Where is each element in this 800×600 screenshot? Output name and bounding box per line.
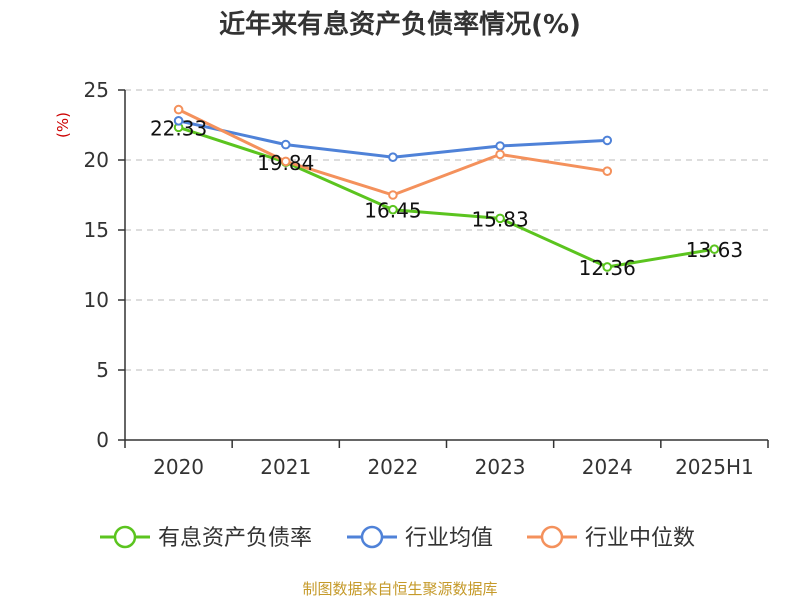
data-label: 13.63 xyxy=(686,238,743,262)
legend-label: 行业均值 xyxy=(405,526,493,551)
x-tick-label: 2021 xyxy=(260,455,311,479)
x-tick-label: 2025H1 xyxy=(675,455,754,479)
data-point-0 xyxy=(388,204,398,215)
legend-label: 行业中位数 xyxy=(585,526,695,551)
series-line-1 xyxy=(178,119,608,159)
data-point-1 xyxy=(602,135,613,146)
data-point-2 xyxy=(280,156,291,167)
data-label: 22.33 xyxy=(150,116,207,140)
data-point-1 xyxy=(280,139,291,150)
y-tick-label: 20 xyxy=(84,148,109,172)
y-tick-label: 25 xyxy=(84,78,109,102)
axes: 0 5 10 15 20 25 2020 2021 2022 2023 2024 2025H1 xyxy=(84,78,769,479)
x-tick-label: 2023 xyxy=(475,455,526,479)
chart-title: 近年来有息资产负债率情况(%) xyxy=(219,9,581,40)
legend: 有息资产负债率 行业均值 行业中位数 xyxy=(100,525,695,551)
data-label: 16.45 xyxy=(364,199,421,223)
data-labels: 22.33 19.84 16.45 15.83 12.36 13.63 xyxy=(150,116,743,280)
y-tick-label: 10 xyxy=(84,288,109,312)
legend-marker xyxy=(113,525,137,549)
legend-marker xyxy=(360,525,384,549)
data-point-2 xyxy=(388,190,398,200)
series-line-2 xyxy=(177,108,608,197)
data-point-2 xyxy=(602,166,613,176)
y-axis-unit: (%) xyxy=(54,112,72,138)
y-tick-label: 15 xyxy=(84,218,109,242)
data-label: 12.36 xyxy=(579,256,636,280)
series-lines xyxy=(173,104,720,272)
x-tick-label: 2024 xyxy=(582,455,633,479)
legend-label: 有息资产负债率 xyxy=(158,526,312,551)
data-point-0 xyxy=(602,262,613,272)
x-tick-label: 2020 xyxy=(153,455,204,479)
data-point-2 xyxy=(495,149,505,160)
data-point-1 xyxy=(388,152,398,162)
legend-marker xyxy=(540,525,564,549)
data-point-0 xyxy=(495,213,505,224)
data-point-1 xyxy=(173,116,184,126)
data-point-2 xyxy=(173,104,184,115)
grid-lines xyxy=(125,89,768,371)
data-point-0 xyxy=(709,244,720,254)
y-tick-label: 0 xyxy=(96,428,109,452)
data-label: 19.84 xyxy=(257,151,314,175)
data-label: 15.83 xyxy=(471,207,528,231)
y-tick-label: 5 xyxy=(96,358,109,382)
series-line-0 xyxy=(178,125,715,269)
data-point-1 xyxy=(495,141,505,151)
x-tick-label: 2022 xyxy=(367,455,418,479)
source-note: 制图数据来自恒生聚源数据库 xyxy=(302,580,497,598)
